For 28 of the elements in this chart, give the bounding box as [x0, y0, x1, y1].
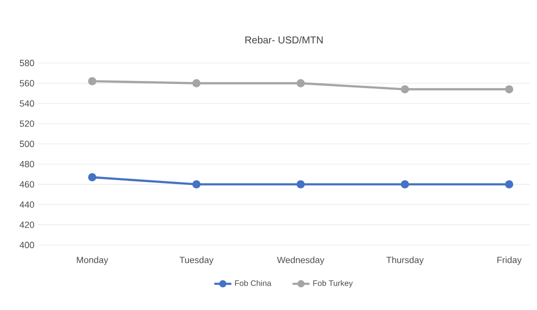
- y-tick-label: 460: [20, 181, 34, 188]
- point: [505, 85, 514, 94]
- x-tick-label: Thursday: [386, 256, 424, 265]
- point: [505, 180, 514, 188]
- x-tick-label: Wednesday: [277, 256, 324, 265]
- chart-title: Rebar- USD/MTN: [245, 36, 323, 44]
- x-tick-label: Monday: [76, 256, 108, 265]
- legend-label: Fob Turkey: [313, 280, 353, 288]
- x-tick-label: Friday: [497, 256, 522, 265]
- y-tick-label: 480: [20, 160, 34, 168]
- point: [400, 85, 410, 94]
- y-tick-label: 400: [20, 242, 34, 248]
- y-tick-label: 580: [20, 60, 34, 66]
- y-tick-label: 520: [20, 120, 34, 127]
- y-tick-label: 440: [20, 201, 34, 208]
- y-tick-label: 500: [20, 140, 34, 148]
- point: [296, 180, 305, 188]
- y-tick-label: 540: [20, 100, 34, 107]
- point: [296, 79, 305, 88]
- legend-label: Fob China: [235, 280, 272, 286]
- point: [88, 173, 96, 182]
- x-tick-label: Tuesday: [180, 256, 214, 265]
- point: [192, 79, 201, 88]
- y-tick-label: 420: [20, 222, 34, 228]
- point: [400, 180, 410, 188]
- point: [88, 77, 96, 86]
- y-tick-label: 560: [20, 80, 34, 86]
- point: [192, 180, 201, 188]
